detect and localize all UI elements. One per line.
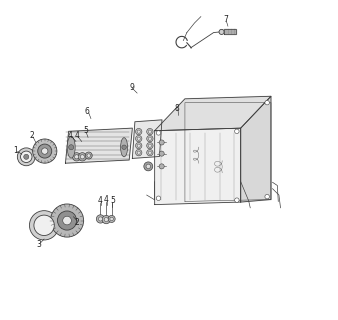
Text: 2: 2 <box>30 131 34 140</box>
Circle shape <box>110 217 114 221</box>
Text: 5: 5 <box>83 126 88 135</box>
Circle shape <box>122 145 126 149</box>
Polygon shape <box>66 128 132 163</box>
Ellipse shape <box>121 138 127 157</box>
Circle shape <box>104 218 108 222</box>
Circle shape <box>137 130 140 133</box>
Circle shape <box>136 142 142 149</box>
Circle shape <box>34 215 54 236</box>
Circle shape <box>148 144 151 147</box>
Circle shape <box>159 140 164 145</box>
Circle shape <box>98 217 102 221</box>
Text: 4: 4 <box>97 196 102 205</box>
Circle shape <box>136 128 142 135</box>
Circle shape <box>72 153 81 161</box>
Circle shape <box>235 129 239 133</box>
Circle shape <box>24 154 29 159</box>
Text: 5: 5 <box>110 196 115 205</box>
Text: 4: 4 <box>68 131 73 140</box>
Circle shape <box>50 204 83 237</box>
Circle shape <box>136 135 142 142</box>
Circle shape <box>235 198 239 202</box>
Text: 8: 8 <box>175 104 179 113</box>
Circle shape <box>147 142 153 149</box>
Circle shape <box>80 155 84 159</box>
Polygon shape <box>224 29 236 34</box>
Text: 4: 4 <box>103 195 108 204</box>
Circle shape <box>42 148 48 154</box>
Circle shape <box>147 149 153 156</box>
Circle shape <box>156 131 161 135</box>
Circle shape <box>87 154 91 157</box>
Circle shape <box>159 164 164 169</box>
Circle shape <box>57 211 77 230</box>
Circle shape <box>21 151 32 163</box>
Circle shape <box>265 195 269 199</box>
Circle shape <box>85 152 92 159</box>
Circle shape <box>148 130 151 133</box>
Circle shape <box>137 144 140 147</box>
Circle shape <box>148 151 151 154</box>
Polygon shape <box>185 103 271 201</box>
Text: 4: 4 <box>74 131 79 140</box>
Circle shape <box>148 137 151 140</box>
Circle shape <box>159 151 164 156</box>
Text: 3: 3 <box>36 240 41 249</box>
Circle shape <box>69 145 74 150</box>
Circle shape <box>38 144 52 158</box>
Circle shape <box>96 215 105 223</box>
Circle shape <box>146 164 150 169</box>
Circle shape <box>29 211 59 240</box>
Circle shape <box>156 196 161 200</box>
Circle shape <box>265 100 269 105</box>
Ellipse shape <box>67 136 75 158</box>
Text: 7: 7 <box>223 15 228 24</box>
Text: 9: 9 <box>129 83 134 92</box>
Circle shape <box>137 137 140 140</box>
Circle shape <box>102 215 111 224</box>
Circle shape <box>147 128 153 135</box>
Polygon shape <box>241 96 271 202</box>
Circle shape <box>63 216 71 225</box>
Polygon shape <box>155 128 241 204</box>
Polygon shape <box>132 120 162 158</box>
Circle shape <box>108 215 115 222</box>
Circle shape <box>136 149 142 156</box>
Text: 2: 2 <box>74 218 79 227</box>
Circle shape <box>17 148 35 166</box>
Circle shape <box>219 29 224 35</box>
Circle shape <box>137 151 140 154</box>
Circle shape <box>75 155 79 159</box>
Circle shape <box>147 135 153 142</box>
Text: 6: 6 <box>84 107 89 116</box>
Text: 1: 1 <box>14 146 19 155</box>
Circle shape <box>144 162 153 171</box>
Circle shape <box>78 153 87 161</box>
Circle shape <box>33 139 57 163</box>
Polygon shape <box>155 96 271 131</box>
